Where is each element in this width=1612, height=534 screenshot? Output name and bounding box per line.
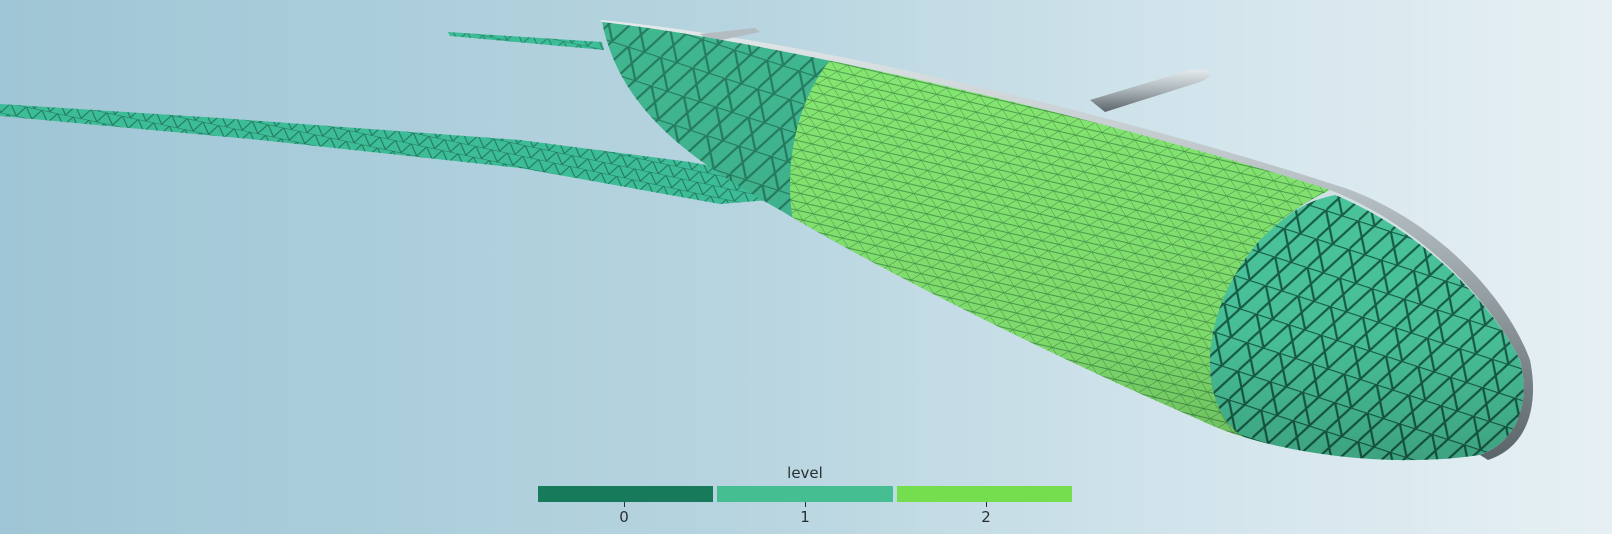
legend-tick — [805, 502, 806, 507]
legend-tick-label: 0 — [619, 508, 629, 526]
color-legend: level 0 1 2 — [538, 462, 1072, 534]
legend-swatch-level-1 — [717, 486, 893, 502]
top-fin — [1090, 69, 1211, 112]
legend-tick-label: 1 — [800, 508, 810, 526]
fuselage-mesh — [602, 22, 1524, 461]
legend-title: level — [787, 464, 823, 482]
rear-fin — [700, 28, 760, 42]
legend-tick — [624, 502, 625, 507]
legend-tick-label: 2 — [981, 508, 991, 526]
legend-swatch-level-2 — [896, 486, 1072, 502]
legend-tick — [986, 502, 987, 507]
legend-swatch-level-0 — [538, 486, 714, 502]
